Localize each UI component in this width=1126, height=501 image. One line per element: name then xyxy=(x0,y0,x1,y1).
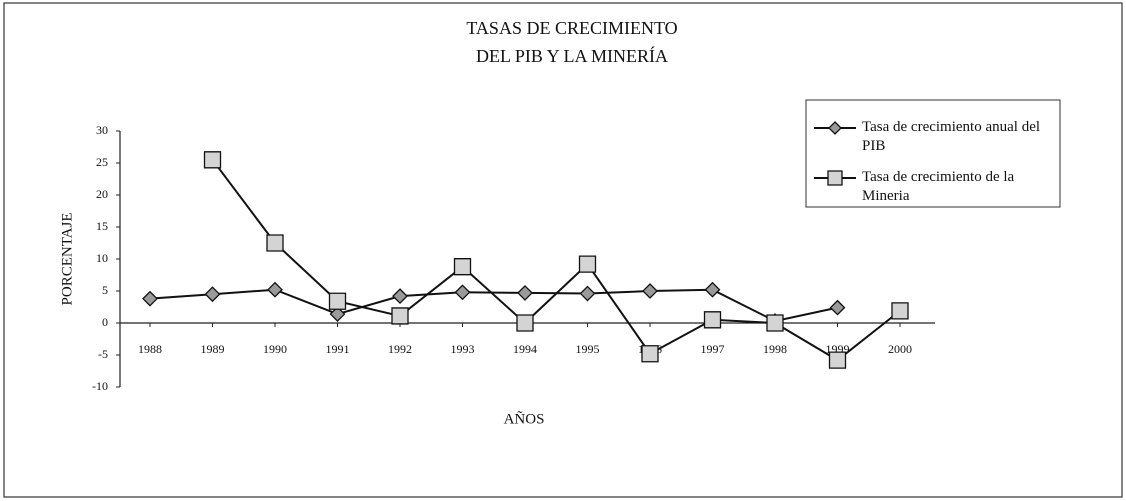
y-tick-label: 25 xyxy=(96,155,108,169)
x-axis-label: AÑOS xyxy=(504,411,545,427)
x-tick-label: 1988 xyxy=(138,342,162,356)
marker xyxy=(579,285,596,302)
y-tick-label: 0 xyxy=(102,315,108,329)
marker xyxy=(829,299,846,316)
marker xyxy=(203,151,222,169)
y-axis-label: PORCENTAJE xyxy=(59,213,75,306)
marker xyxy=(266,234,284,252)
x-tick-label: 1997 xyxy=(701,342,725,356)
y-tick-label: -5 xyxy=(98,347,108,361)
x-tick-label: 1998 xyxy=(763,342,787,356)
y-tick-label: 15 xyxy=(96,219,108,233)
marker xyxy=(267,281,283,298)
series-line xyxy=(211,159,901,362)
marker xyxy=(642,283,658,299)
marker xyxy=(704,281,721,298)
marker xyxy=(391,307,409,325)
marker xyxy=(827,170,843,186)
marker xyxy=(329,306,346,322)
x-tick-label: 1995 xyxy=(576,342,600,356)
x-tick-label: 1991 xyxy=(326,342,350,356)
chart-title: TASAS DE CRECIMIENTO xyxy=(466,18,677,38)
series-line xyxy=(149,288,838,323)
marker xyxy=(517,285,533,301)
marker xyxy=(142,290,158,307)
x-tick-label: 1993 xyxy=(451,342,475,356)
x-tick-label: 2000 xyxy=(888,342,912,356)
x-tick-label: 1992 xyxy=(388,342,412,356)
legend-box xyxy=(805,99,1061,208)
marker xyxy=(392,288,408,305)
x-tick-label: 1989 xyxy=(201,342,225,356)
marker xyxy=(641,345,659,363)
marker xyxy=(328,292,347,310)
chart-title: DEL PIB Y LA MINERÍA xyxy=(476,45,668,66)
marker xyxy=(828,351,847,369)
y-tick-label: 10 xyxy=(96,251,108,265)
marker xyxy=(516,314,534,332)
y-tick-label: -10 xyxy=(92,379,108,393)
marker xyxy=(828,121,842,135)
marker xyxy=(891,302,909,320)
marker xyxy=(766,314,784,332)
marker xyxy=(453,258,472,276)
y-tick-label: 30 xyxy=(96,123,108,137)
x-tick-label: 1990 xyxy=(263,342,287,356)
y-tick-label: 20 xyxy=(96,187,108,201)
legend-label: Tasa de crecimiento anual del PIB xyxy=(862,119,1041,154)
marker xyxy=(454,284,471,301)
legend-label: Tasa de crecimiento de la Mineria xyxy=(862,169,1015,204)
x-tick-label: 1994 xyxy=(513,342,537,356)
frame xyxy=(3,2,1123,498)
marker xyxy=(703,311,722,329)
y-tick-label: 5 xyxy=(102,283,108,297)
marker xyxy=(578,255,597,273)
marker xyxy=(204,286,221,303)
